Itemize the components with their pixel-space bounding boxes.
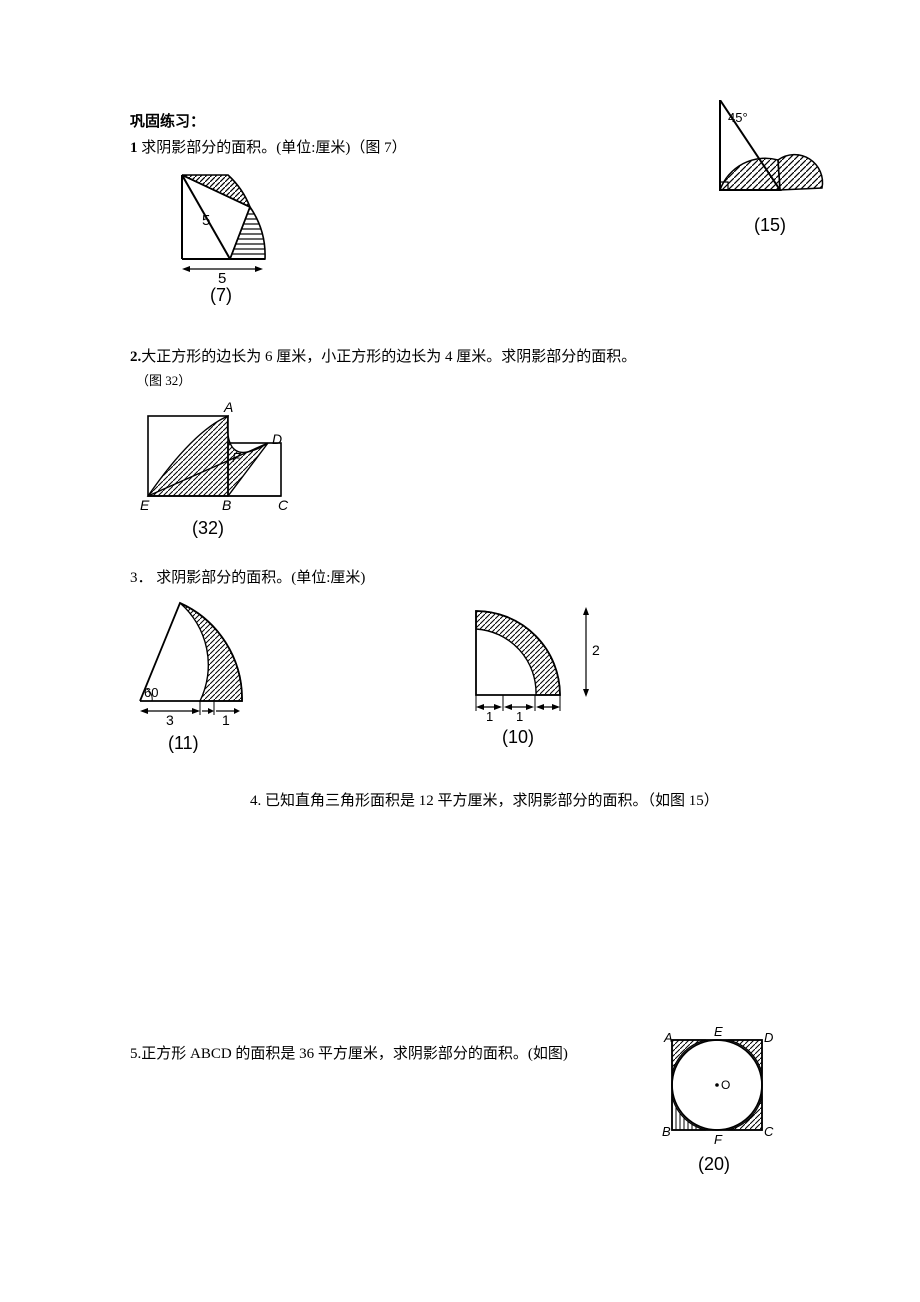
q3-num: 3． — [130, 570, 153, 586]
question-3: 3． 求阴影部分的面积。(单位:厘米) — [130, 566, 790, 769]
q3-text: 求阴影部分的面积。(单位:厘米) — [153, 570, 366, 586]
fig11-angle: 60 — [144, 685, 158, 700]
q4-num: 4. — [250, 793, 261, 809]
fig20-F: F — [714, 1132, 723, 1147]
fig20-O: O — [721, 1078, 730, 1092]
fig32-E: E — [140, 497, 150, 513]
fig20-E: E — [714, 1024, 723, 1039]
fig20-num: (20) — [698, 1154, 730, 1174]
fig10-len1a: 1 — [486, 709, 493, 724]
fig32-F: F — [232, 450, 241, 465]
fig11-len1: 1 — [222, 712, 230, 728]
fig7-num: (7) — [210, 285, 232, 305]
fig11-num: (11) — [168, 733, 199, 753]
fig32-num: (32) — [192, 518, 224, 538]
fig20-C: C — [764, 1124, 774, 1139]
fig10-num: (10) — [502, 727, 534, 747]
q2-num: 2. — [130, 349, 141, 365]
question-4: 4. 已知直角三角形面积是 12 平方厘米，求阴影部分的面积。（如图 15） — [130, 789, 790, 815]
fig32-B: B — [222, 497, 231, 513]
angle-45-label: 45° — [728, 110, 748, 125]
question-1: 1 求阴影部分的面积。(单位:厘米)（图 7） — [130, 136, 790, 317]
q2-text: 大正方形的边长为 6 厘米，小正方形的边长为 4 厘米。求阴影部分的面积。 — [141, 349, 636, 365]
figure-20: O A D E B C F (20) — [650, 1024, 790, 1174]
figure-20-wrap: O A D E B C F (20) — [650, 1024, 790, 1184]
question-2: 2.大正方形的边长为 6 厘米，小正方形的边长为 4 厘米。求阴影部分的面积。 … — [130, 345, 790, 556]
page: 45° (15) 巩固练习： 1 求阴影部分的面积。(单位:厘米)（图 7） — [0, 0, 920, 1302]
fig20-D: D — [764, 1030, 773, 1045]
fig10-len1b: 1 — [516, 709, 523, 724]
q4-text: 已知直角三角形面积是 12 平方厘米，求阴影部分的面积。（如图 15） — [261, 793, 719, 809]
content: 巩固练习： 1 求阴影部分的面积。(单位:厘米)（图 7） — [130, 110, 790, 1184]
fig7-label-5a: 5 — [202, 212, 210, 229]
fig10-len2: 2 — [592, 642, 600, 658]
q2-note: （图 32） — [130, 370, 790, 392]
fig11-len3: 3 — [166, 712, 174, 728]
figure-32: A D F E B C (32) — [138, 396, 308, 546]
figure-10: 2 1 — [460, 599, 630, 749]
fig32-D: D — [272, 431, 282, 447]
figure-10-wrap: 2 1 — [460, 599, 630, 759]
figure-11: 60 3 1 (11) — [130, 599, 260, 759]
fig20-A: A — [663, 1030, 673, 1045]
fig20-B: B — [662, 1124, 671, 1139]
figure-11-wrap: 60 3 1 (11) — [130, 599, 260, 769]
q5-text: 正方形 ABCD 的面积是 36 平方厘米，求阴影部分的面积。(如图) — [141, 1046, 568, 1062]
section-title: 巩固练习： — [130, 110, 790, 136]
q1-num: 1 — [130, 140, 138, 156]
figure-15: 45° — [710, 100, 830, 210]
question-5: 5.正方形 ABCD 的面积是 36 平方厘米，求阴影部分的面积。(如图) — [130, 1024, 790, 1184]
fig32-C: C — [278, 497, 289, 513]
figure-15-caption: (15) — [710, 215, 830, 236]
figure-7: 5 5 (7) — [170, 167, 290, 307]
figure-15-wrap: 45° (15) — [710, 100, 830, 236]
fig32-A: A — [223, 399, 233, 415]
q5-num: 5. — [130, 1046, 141, 1062]
q1-text: 求阴影部分的面积。(单位:厘米)（图 7） — [138, 140, 407, 156]
